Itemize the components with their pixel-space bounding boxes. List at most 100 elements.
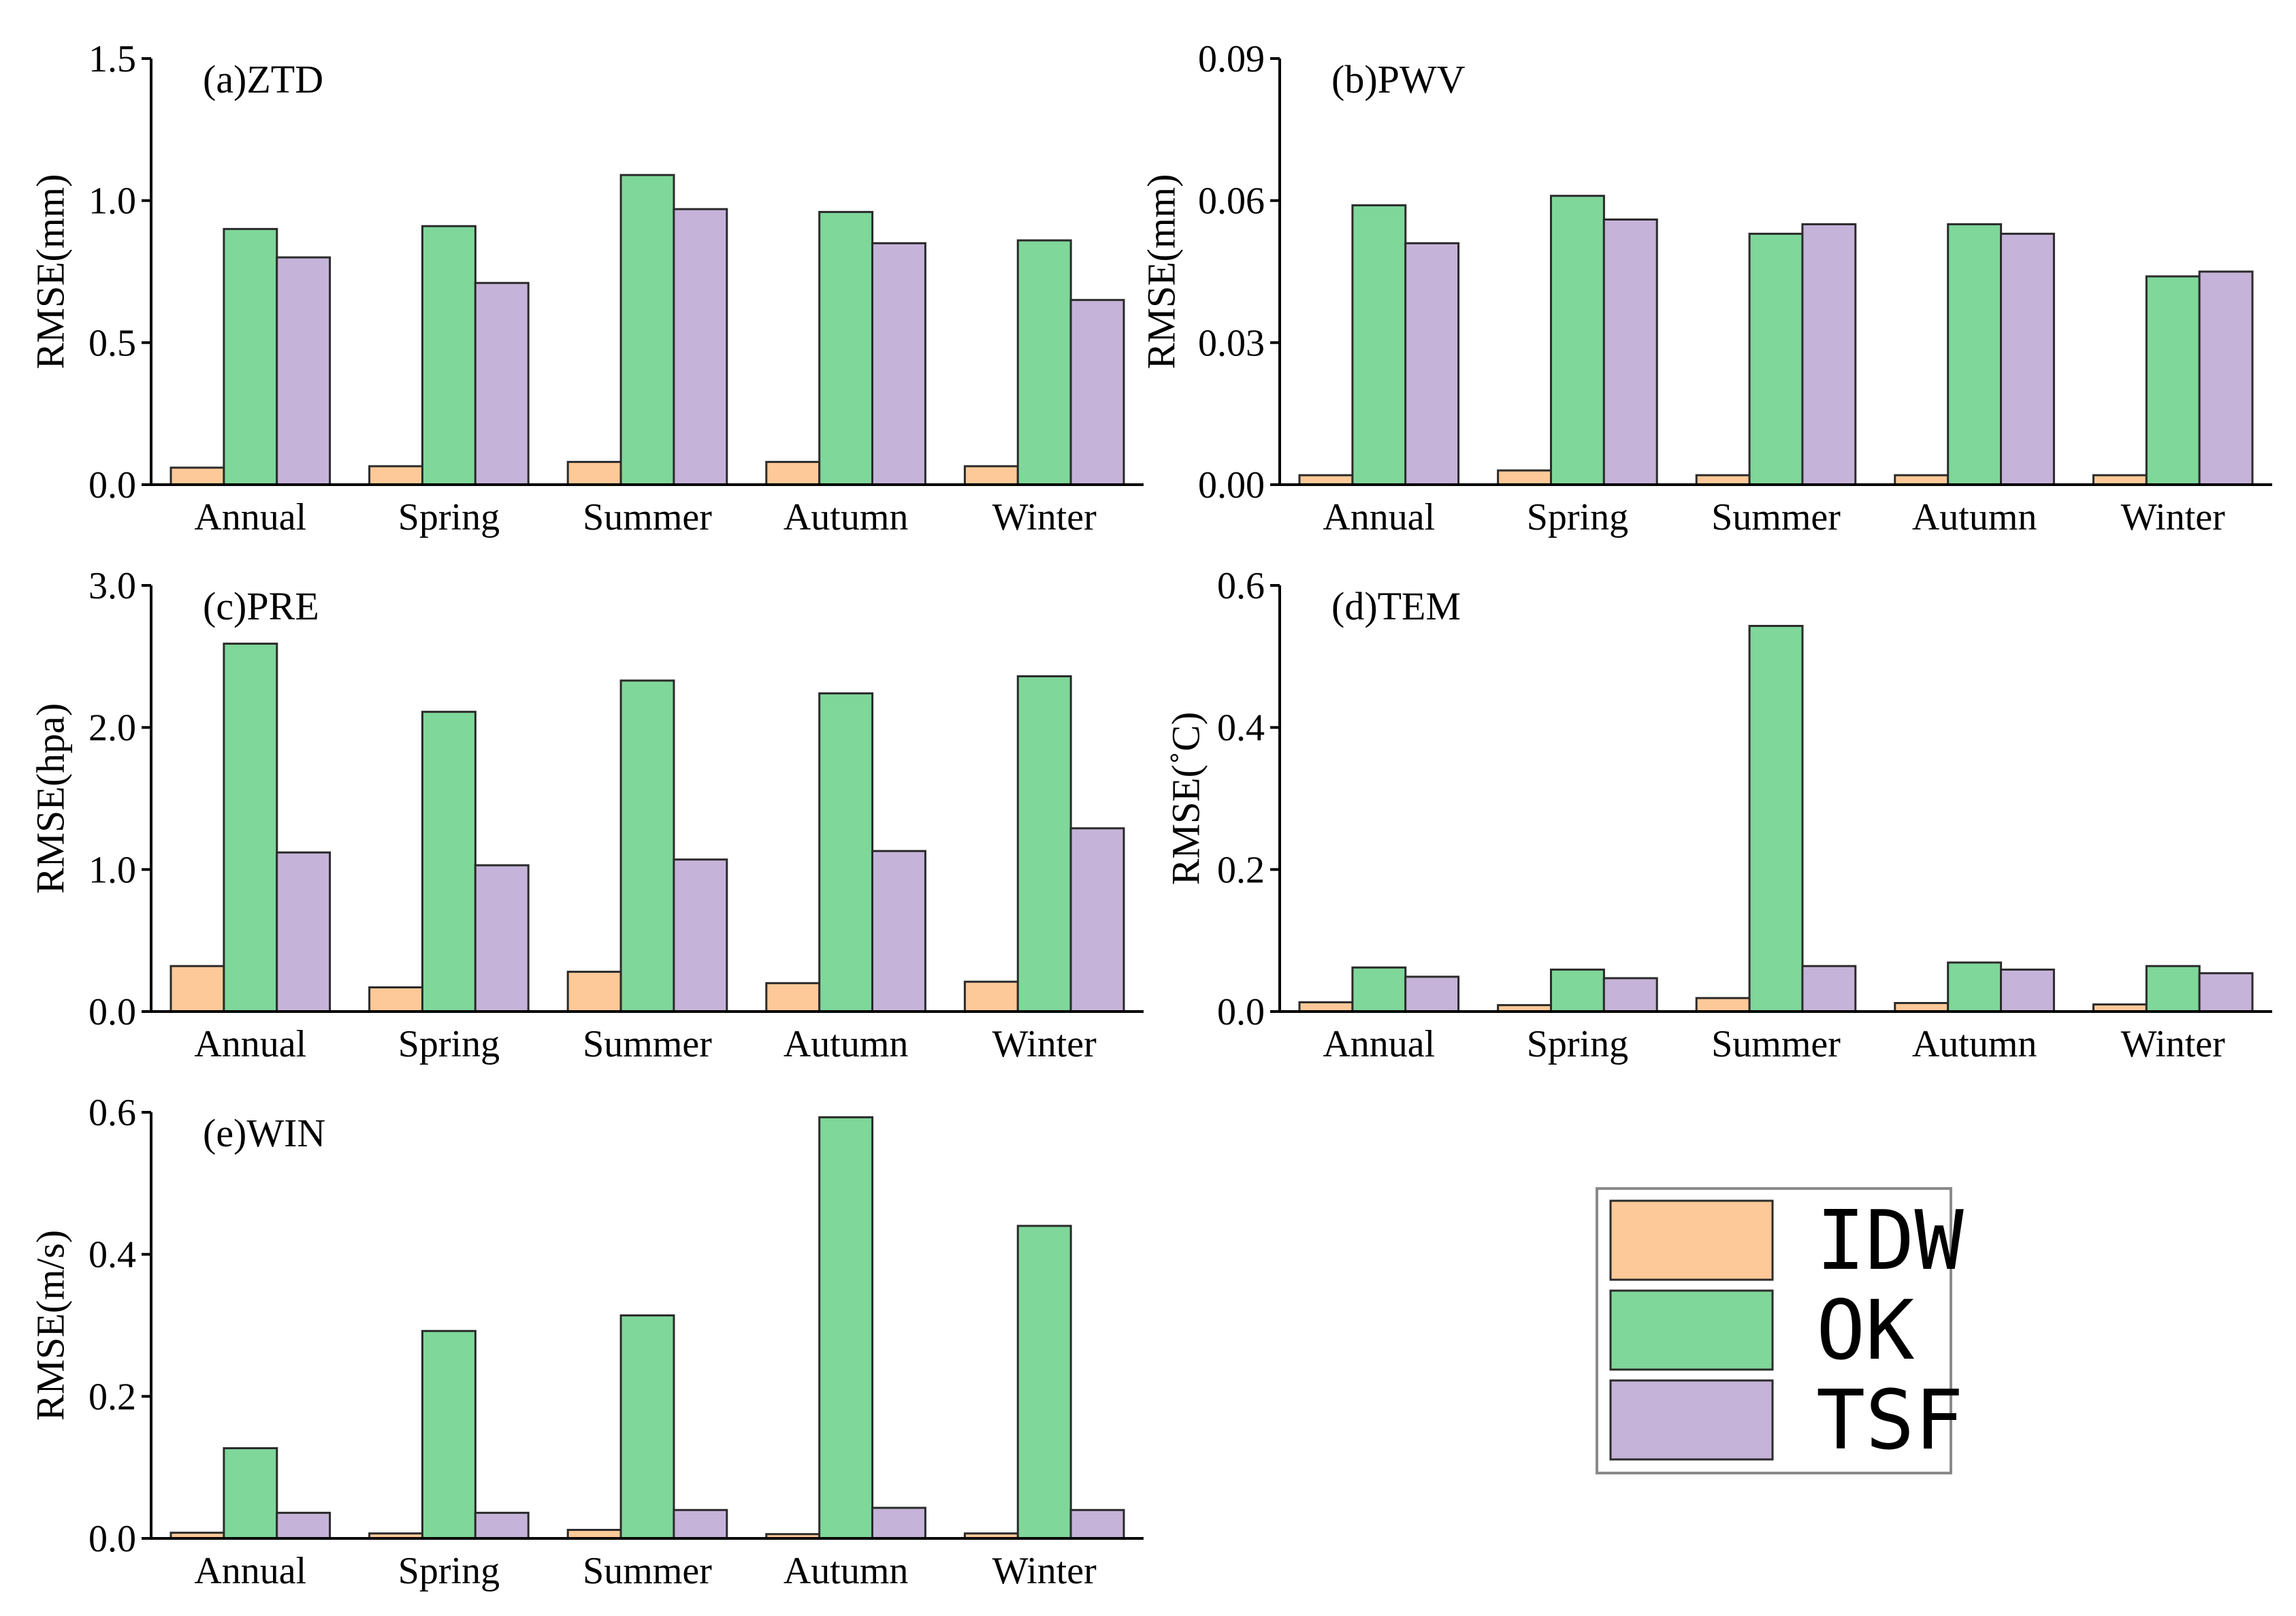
bar-ok-autumn: [818, 692, 874, 1013]
panel-ewin: Annual Spring Summer Autumn Winter 0.0 0.2 0.4 0…: [28, 1092, 1144, 1592]
bar-tsf-summer: [673, 208, 728, 486]
bar-tsf-summer: [673, 1508, 728, 1540]
y-axis-title: RMSE(hpa): [28, 703, 72, 894]
bar-tsf-winter: [2198, 270, 2254, 486]
y-tick-label: 1.0: [88, 849, 136, 891]
x-tick-label: Autumn: [1912, 1023, 2037, 1065]
bar-tsf-winter: [1069, 827, 1125, 1013]
x-tick-label: Autumn: [783, 1023, 909, 1065]
legend-label-tsf: TSF: [1816, 1374, 1964, 1468]
y-axis-title: RMSE(˚C): [1163, 712, 1208, 886]
y-tick-label: 0.2: [88, 1376, 136, 1418]
x-tick-label: Autumn: [783, 1550, 909, 1592]
bar-ok-summer: [619, 679, 675, 1013]
bar-idw-spring: [368, 465, 423, 486]
bar-tsf-summer: [673, 858, 728, 1013]
y-tick-label: 1.5: [88, 38, 136, 80]
y-axis-title: RMSE(mm): [28, 174, 72, 370]
x-tick-label: Annual: [1323, 496, 1435, 538]
bar-tsf-annual: [276, 256, 332, 486]
y-tick-label: 0.0: [88, 1518, 136, 1560]
bar-tsf-autumn: [871, 850, 926, 1013]
legend-label-ok: OK: [1816, 1284, 1915, 1378]
y-tick-label: 0.6: [1217, 565, 1265, 607]
x-tick-label: Annual: [194, 1550, 306, 1592]
x-tick-label: Spring: [398, 1550, 500, 1592]
y-tick-label: 0.4: [88, 1234, 136, 1276]
bar-idw-summer: [1695, 997, 1751, 1013]
y-axis-title: RMSE(mm): [1139, 174, 1183, 370]
x-tick-label: Spring: [398, 496, 500, 538]
y-tick-label: 0.09: [1198, 38, 1265, 80]
y-tick-label: 3.0: [88, 565, 136, 607]
bar-idw-summer: [1695, 474, 1751, 486]
x-tick-label: Spring: [1527, 496, 1628, 538]
x-tick-label: Summer: [1711, 496, 1841, 538]
bar-ok-winter: [2145, 275, 2201, 486]
bar-tsf-annual: [276, 1511, 332, 1540]
x-tick-label: Winter: [992, 1023, 1097, 1065]
bar-ok-spring: [421, 1329, 476, 1540]
bar-ok-summer: [1748, 232, 1804, 486]
x-tick-label: Winter: [2121, 496, 2226, 538]
bar-tsf-autumn: [2000, 232, 2055, 486]
y-tick-label: 0.4: [1217, 707, 1265, 749]
panel-bpwv: Annual Spring Summer Autumn Winter 0.00 0.03 0.…: [1139, 38, 2272, 538]
bar-ok-spring: [1550, 195, 1605, 486]
bar-idw-annual: [1298, 474, 1354, 486]
bar-idw-spring: [1497, 469, 1553, 486]
panel-dtem: Annual Spring Summer Autumn Winter 0.0 0.2 0.4 0…: [1163, 565, 2272, 1065]
bar-tsf-annual: [1404, 975, 1460, 1013]
bar-ok-annual: [1351, 966, 1407, 1013]
x-tick-label: Annual: [194, 496, 306, 538]
bar-ok-summer: [619, 1314, 675, 1540]
panel-label: (d)TEM: [1331, 584, 1461, 628]
bar-idw-annual: [1298, 1001, 1354, 1013]
panel-cpre: Annual Spring Summer Autumn Winter 0.0 1.0 2.0 3…: [28, 565, 1144, 1065]
y-tick-label: 0.06: [1198, 180, 1265, 223]
y-tick-label: 0.0: [88, 464, 136, 506]
bar-idw-autumn: [765, 982, 821, 1013]
bar-idw-winter: [963, 465, 1019, 486]
bar-ok-autumn: [818, 1116, 874, 1540]
panel-label: (c)PRE: [203, 584, 319, 628]
y-tick-label: 2.0: [88, 707, 136, 749]
panel-aztd: Annual Spring Summer Autumn Winter 0.0 0.5 1.0 1…: [28, 38, 1144, 538]
bar-idw-spring: [368, 986, 423, 1013]
x-tick-label: Annual: [1323, 1023, 1435, 1065]
panel-label: (a)ZTD: [203, 57, 323, 101]
bar-ok-annual: [223, 227, 278, 486]
bar-tsf-winter: [1069, 299, 1125, 486]
panel-label: (e)WIN: [203, 1111, 325, 1155]
x-tick-label: Summer: [1711, 1023, 1841, 1065]
y-tick-label: 0.0: [88, 991, 136, 1033]
x-tick-label: Winter: [992, 1550, 1097, 1592]
bar-ok-winter: [1016, 675, 1072, 1013]
bar-idw-winter: [2092, 474, 2148, 486]
bar-ok-annual: [223, 1447, 278, 1540]
bar-tsf-winter: [2198, 972, 2254, 1013]
x-tick-label: Summer: [583, 1550, 712, 1592]
y-tick-label: 0.5: [88, 322, 136, 364]
x-tick-label: Summer: [583, 496, 712, 538]
y-tick-label: 0.2: [1217, 849, 1265, 891]
bar-tsf-summer: [1801, 965, 1857, 1013]
y-axis-title: RMSE(m/s): [28, 1230, 72, 1421]
panel-label: (b)PWV: [1331, 57, 1466, 101]
bar-tsf-spring: [1602, 977, 1658, 1013]
bar-ok-annual: [223, 643, 278, 1013]
bar-idw-autumn: [765, 461, 821, 486]
bar-tsf-annual: [276, 851, 332, 1013]
bar-tsf-autumn: [2000, 968, 2055, 1013]
x-tick-label: Spring: [1527, 1023, 1628, 1065]
bar-tsf-annual: [1404, 242, 1460, 486]
x-tick-label: Winter: [992, 496, 1097, 538]
bar-ok-spring: [421, 711, 476, 1013]
x-tick-label: Summer: [583, 1023, 712, 1065]
bar-ok-spring: [421, 225, 476, 486]
legend-swatch-tsf: [1609, 1379, 1774, 1461]
y-tick-label: 0.00: [1198, 464, 1265, 506]
bar-tsf-spring: [474, 282, 530, 486]
